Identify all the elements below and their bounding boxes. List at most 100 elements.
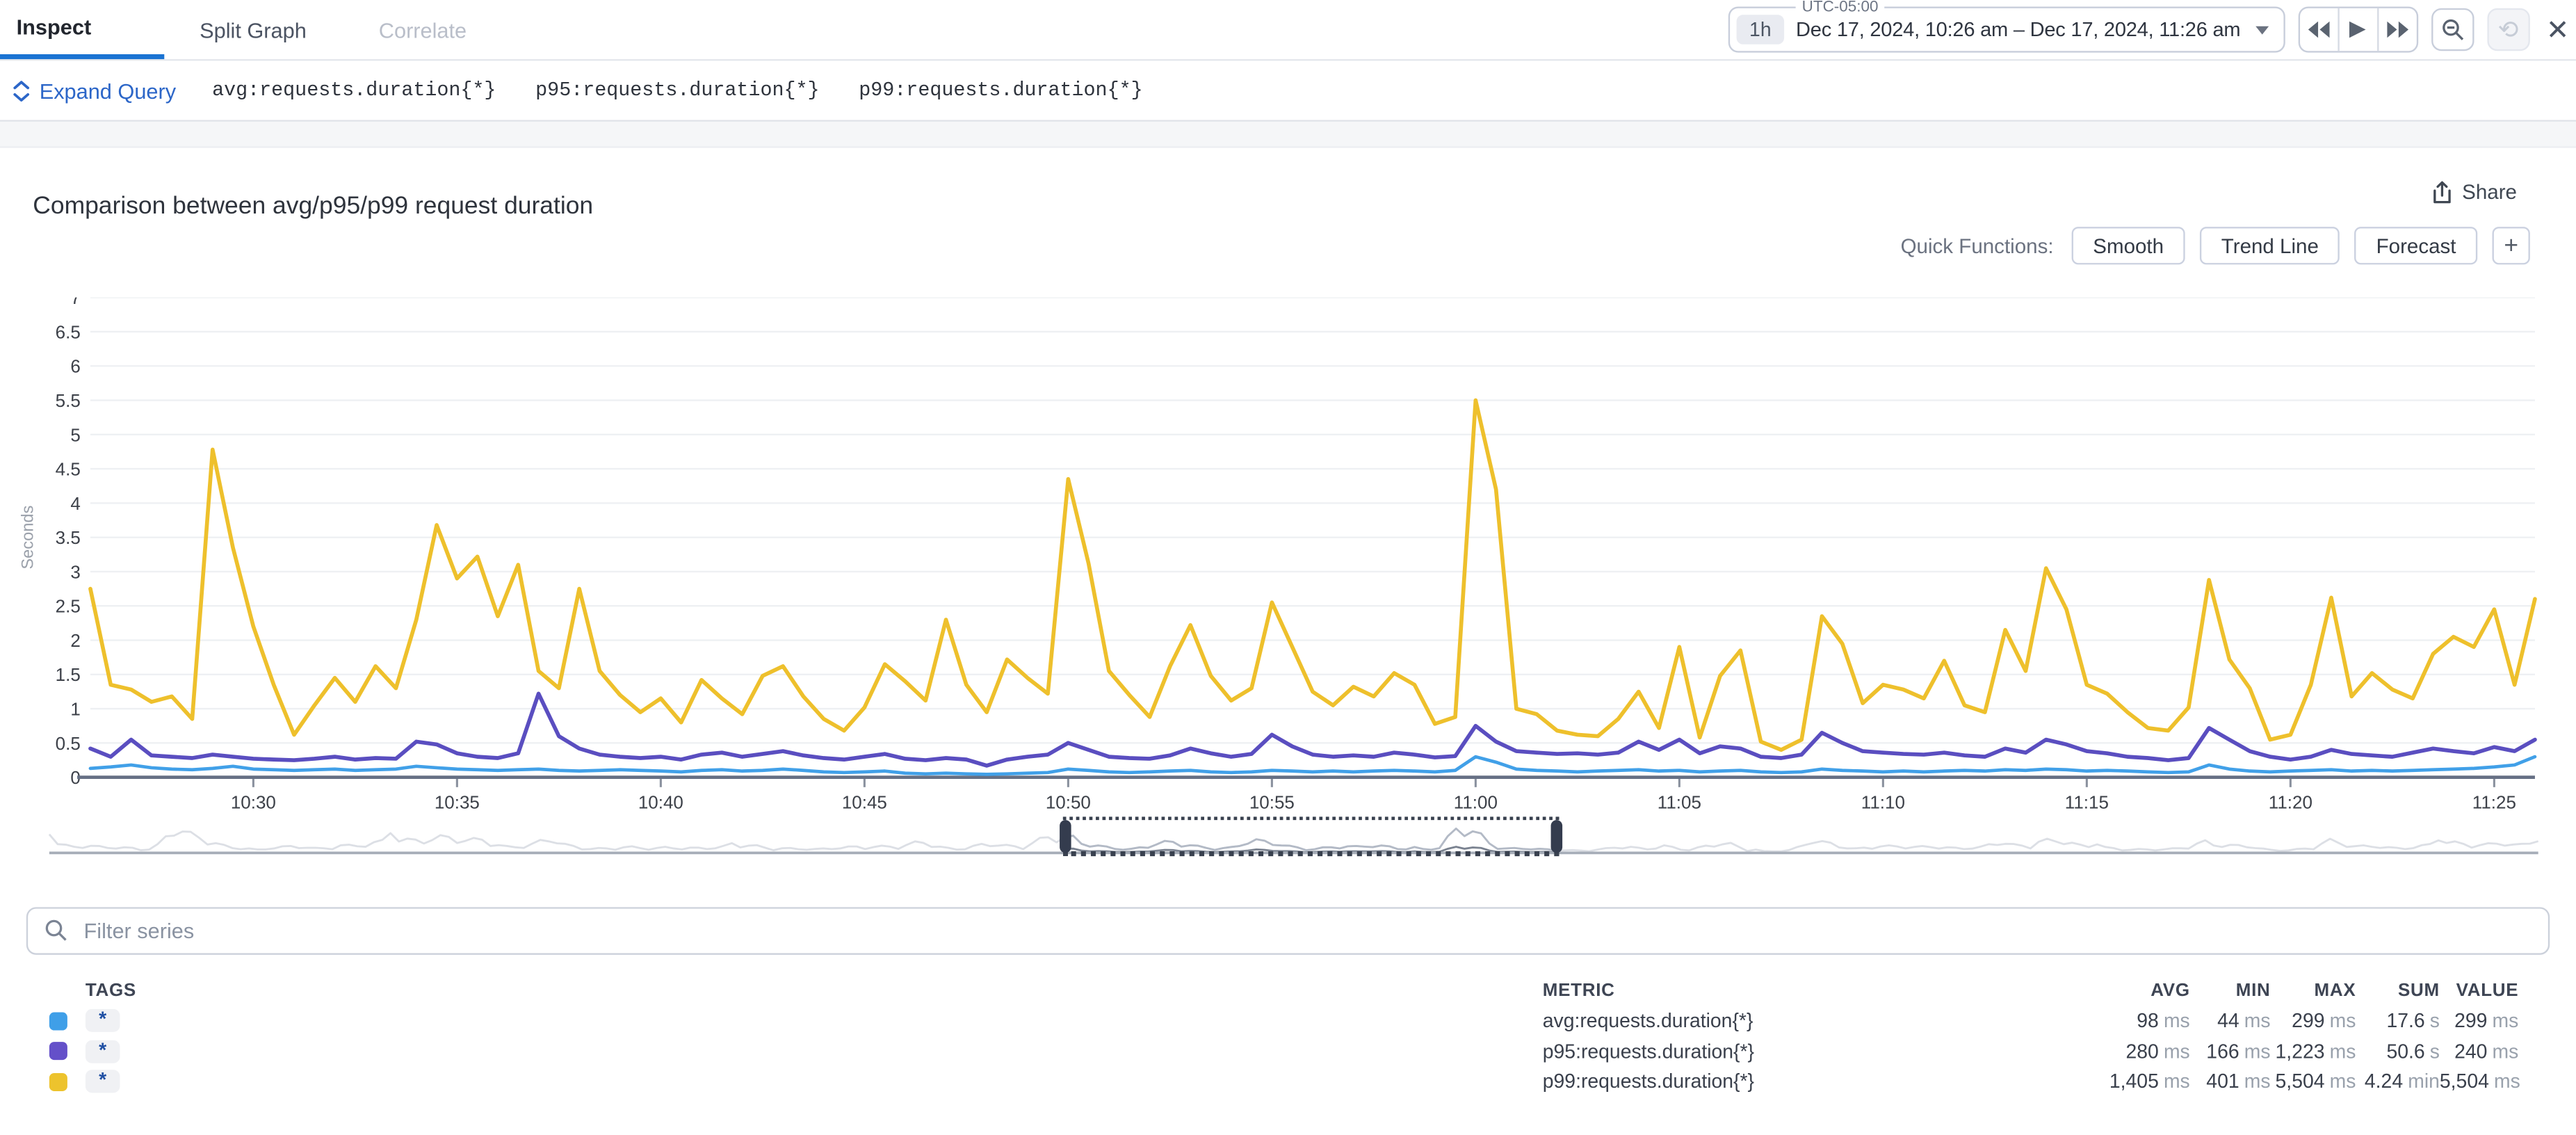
table-header-row: TAGS METRIC AVG MIN MAX SUM VALUE — [0, 978, 2576, 1002]
filter-series-input[interactable] — [26, 907, 2550, 955]
query-list: avg:requests.duration{*} p95:requests.dur… — [212, 79, 1143, 102]
stat-value: 5,504 ms — [2275, 1070, 2356, 1094]
fast-forward-icon — [2386, 21, 2408, 38]
query-bar: Expand Query avg:requests.duration{*} p95… — [0, 61, 2576, 122]
series-legend-table: TAGS METRIC AVG MIN MAX SUM VALUE * avg:r… — [0, 978, 2576, 1097]
tab-inspect[interactable]: Inspect — [0, 0, 164, 60]
svg-text:5.5: 5.5 — [56, 390, 81, 411]
svg-text:5: 5 — [70, 424, 80, 445]
stat-value: 1,405 ms — [2109, 1070, 2190, 1094]
tag-pill[interactable]: * — [85, 1010, 120, 1033]
share-button[interactable]: Share — [2431, 181, 2517, 204]
svg-text:6.5: 6.5 — [56, 321, 81, 342]
quick-function-smooth[interactable]: Smooth — [2071, 227, 2185, 265]
quick-functions-label: Quick Functions: — [1900, 234, 2054, 257]
brush-left-handle[interactable] — [1060, 819, 1071, 853]
chevron-down-icon — [2255, 25, 2269, 34]
tag-pill[interactable]: * — [85, 1070, 120, 1094]
expand-query-button[interactable]: Expand Query — [13, 78, 177, 103]
brush-right-handle[interactable] — [1550, 819, 1563, 853]
time-range-picker[interactable]: UTC-05:00 1h Dec 17, 2024, 10:26 am – De… — [1728, 0, 2285, 53]
svg-text:2: 2 — [70, 630, 80, 651]
table-body: * avg:requests.duration{*} 98 ms 44 ms 299 ms 17… — [0, 1006, 2576, 1097]
svg-text:10:55: 10:55 — [1249, 792, 1295, 810]
quick-functions-row: Quick Functions: Smooth Trend Line Forecas… — [1900, 227, 2530, 265]
metric-name: p99:requests.duration{*} — [1542, 1070, 1755, 1094]
svg-text:11:25: 11:25 — [2472, 792, 2516, 810]
close-icon[interactable]: ✕ — [2545, 14, 2570, 45]
zoom-out-button[interactable] — [2431, 8, 2474, 51]
table-row[interactable]: * p99:requests.duration{*} 1,405 ms 401 ms 5,5… — [0, 1067, 2576, 1097]
svg-text:1.5: 1.5 — [56, 664, 81, 685]
svg-text:10:40: 10:40 — [638, 792, 683, 810]
svg-text:11:10: 11:10 — [1861, 792, 1905, 810]
graph-title: Comparison between avg/p95/p99 request d… — [33, 192, 594, 220]
series-color-swatch[interactable] — [49, 1043, 67, 1061]
undo-button[interactable]: ⟲ — [2486, 8, 2530, 51]
search-icon — [44, 919, 67, 942]
toolbar-divider-band — [0, 121, 2576, 148]
stat-value: 280 ms — [2125, 1040, 2190, 1063]
expand-query-label: Expand Query — [39, 78, 177, 103]
svg-text:10:30: 10:30 — [231, 792, 276, 810]
series-color-swatch[interactable] — [49, 1072, 67, 1091]
minimap-selection-brush[interactable] — [1060, 816, 1563, 857]
svg-text:0: 0 — [70, 767, 80, 788]
filter-series-wrap — [26, 907, 2550, 955]
quick-function-forecast[interactable]: Forecast — [2354, 227, 2478, 265]
col-header-value: VALUE — [2456, 980, 2519, 1000]
stat-value: 44 ms — [2217, 1009, 2271, 1033]
query-1[interactable]: p95:requests.duration{*} — [535, 79, 820, 102]
col-header-sum: SUM — [2397, 980, 2440, 1000]
time-shortcut-badge[interactable]: 1h — [1736, 15, 1785, 45]
tab-split-graph[interactable]: Split Graph — [200, 17, 307, 42]
svg-text:Seconds: Seconds — [19, 506, 37, 570]
stat-value: 4.24 min — [2364, 1070, 2440, 1094]
timeseries-chart[interactable]: 0 0.5 1 1.5 2 2.5 3 3.5 4 4.5 5 5.5 6 6.5 7 Seconds 10:3… — [0, 297, 2576, 810]
expand-collapse-icon — [13, 80, 30, 101]
svg-text:4.5: 4.5 — [56, 459, 81, 480]
time-range-label: Dec 17, 2024, 10:26 am – Dec 17, 2024, 1… — [1796, 17, 2241, 42]
col-header-max: MAX — [2314, 980, 2356, 1000]
stat-value: 50.6 s — [2386, 1040, 2440, 1063]
time-nav-group — [2298, 6, 2418, 53]
col-header-avg: AVG — [2150, 980, 2190, 1000]
query-0[interactable]: avg:requests.duration{*} — [212, 79, 496, 102]
svg-text:3.5: 3.5 — [56, 527, 81, 548]
svg-text:11:05: 11:05 — [1658, 792, 1701, 810]
metric-name: avg:requests.duration{*} — [1542, 1009, 1753, 1033]
table-row[interactable]: * avg:requests.duration{*} 98 ms 44 ms 299 ms 17… — [0, 1006, 2576, 1036]
series-color-swatch[interactable] — [49, 1012, 67, 1031]
undo-icon: ⟲ — [2497, 16, 2519, 45]
svg-text:2.5: 2.5 — [56, 596, 81, 617]
time-play-button[interactable] — [2337, 8, 2377, 51]
tag-pill[interactable]: * — [85, 1040, 120, 1063]
svg-text:3: 3 — [70, 561, 80, 582]
quick-function-trend-line[interactable]: Trend Line — [2200, 227, 2340, 265]
svg-text:4: 4 — [70, 493, 80, 514]
add-function-button[interactable]: + — [2492, 227, 2530, 265]
svg-text:10:35: 10:35 — [435, 792, 480, 810]
svg-text:7: 7 — [70, 298, 80, 308]
time-backward-button[interactable] — [2299, 8, 2337, 51]
query-2[interactable]: p99:requests.duration{*} — [859, 79, 1143, 102]
share-label: Share — [2462, 180, 2517, 204]
share-icon — [2433, 181, 2450, 204]
timezone-label: UTC-05:00 — [1795, 0, 1885, 17]
time-forward-button[interactable] — [2376, 8, 2417, 51]
svg-text:11:20: 11:20 — [2269, 792, 2312, 810]
time-controls: UTC-05:00 1h Dec 17, 2024, 10:26 am – De… — [1728, 0, 2573, 53]
svg-text:6: 6 — [70, 356, 80, 377]
table-row[interactable]: * p95:requests.duration{*} 280 ms 166 ms 1,223… — [0, 1036, 2576, 1067]
stat-value: 299 ms — [2454, 1009, 2519, 1033]
rewind-icon — [2308, 21, 2330, 38]
svg-text:1: 1 — [70, 699, 80, 720]
play-icon — [2349, 21, 2367, 38]
stat-value: 5,504 ms — [2439, 1070, 2520, 1094]
tab-correlate[interactable]: Correlate — [378, 17, 467, 42]
stat-value: 166 ms — [2206, 1040, 2271, 1063]
zoom-out-icon — [2442, 19, 2463, 40]
svg-text:10:50: 10:50 — [1046, 792, 1091, 810]
svg-text:11:15: 11:15 — [2065, 792, 2109, 810]
